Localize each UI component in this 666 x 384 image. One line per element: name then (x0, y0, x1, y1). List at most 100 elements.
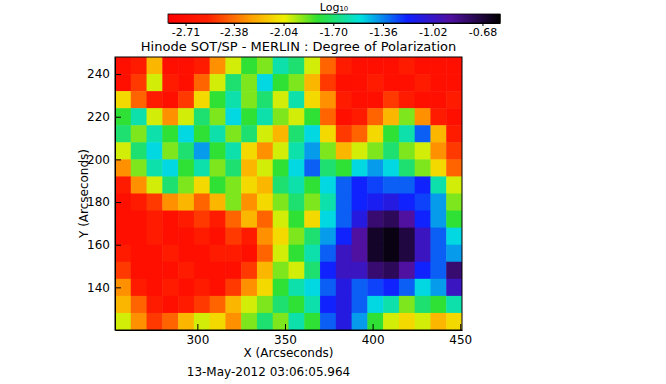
heat-cell (131, 91, 147, 109)
heat-cell (320, 245, 336, 263)
heat-cell (320, 279, 336, 297)
heat-cell (304, 211, 320, 229)
heat-cell (273, 228, 289, 246)
heat-cell (178, 279, 194, 297)
heat-cell (131, 125, 147, 143)
heat-cell (352, 74, 368, 92)
heat-cell (273, 159, 289, 177)
heat-cell (289, 74, 305, 92)
heat-cell (115, 296, 131, 314)
heat-cell (257, 262, 273, 280)
heat-cell (225, 125, 241, 143)
heat-cell (257, 159, 273, 177)
axis-line (115, 58, 116, 331)
heat-cell (178, 176, 194, 194)
heat-cell (241, 296, 257, 314)
tick-label: -0.68 (469, 26, 497, 39)
heat-cell (162, 74, 178, 92)
heat-cell (210, 245, 226, 263)
heat-cell (115, 262, 131, 280)
heat-cell (352, 159, 368, 177)
heat-cell (210, 313, 226, 330)
heat-cell (178, 108, 194, 126)
heat-cell (383, 125, 399, 143)
heat-cell (415, 91, 431, 109)
heat-cell (304, 176, 320, 194)
heat-cell (352, 262, 368, 280)
heat-cell (446, 262, 462, 280)
heat-cell (367, 91, 383, 109)
heat-cell (147, 313, 163, 330)
heat-cell (320, 194, 336, 212)
heat-cell (446, 159, 462, 177)
heat-cell (225, 228, 241, 246)
heat-cell (194, 211, 210, 229)
heat-cell (336, 194, 352, 212)
heat-cell (430, 245, 446, 263)
heat-cell (399, 262, 415, 280)
heat-cell (131, 245, 147, 263)
heat-cell (304, 91, 320, 109)
heat-cell (320, 296, 336, 314)
heat-cell (147, 245, 163, 263)
heat-cell (367, 313, 383, 330)
cells (115, 57, 462, 330)
heat-cell (273, 176, 289, 194)
heat-cell (446, 296, 462, 314)
y-axis: 140160180200220240 (87, 58, 121, 331)
heat-cell (162, 194, 178, 212)
heat-cell (383, 228, 399, 246)
heat-cell (430, 91, 446, 109)
plot-frame (115, 57, 462, 330)
heat-cell (383, 262, 399, 280)
heat-cell (225, 279, 241, 297)
heat-cell (383, 57, 399, 75)
heat-cell (352, 211, 368, 229)
heat-cell (399, 176, 415, 194)
heat-cell (367, 142, 383, 160)
heat-cell (131, 313, 147, 330)
heat-cell (178, 159, 194, 177)
heat-cell (399, 194, 415, 212)
heat-cell (178, 211, 194, 229)
heat-cell (289, 91, 305, 109)
heat-cell (162, 57, 178, 75)
heat-cell (352, 176, 368, 194)
tick-label: 300 (186, 333, 209, 347)
heat-cell (367, 228, 383, 246)
heat-cell (210, 176, 226, 194)
tick-mark (115, 245, 121, 246)
heat-cell (336, 159, 352, 177)
heat-cell (320, 228, 336, 246)
heat-cell (194, 108, 210, 126)
heat-cell (289, 228, 305, 246)
heat-cell (430, 108, 446, 126)
heat-cell (289, 211, 305, 229)
heat-cell (273, 91, 289, 109)
heat-cell (383, 279, 399, 297)
heat-cell (352, 194, 368, 212)
heat-cell (162, 228, 178, 246)
heat-cell (320, 159, 336, 177)
heat-cell (115, 125, 131, 143)
heat-cell (257, 211, 273, 229)
heat-cell (352, 279, 368, 297)
tick-label: -2.38 (220, 26, 248, 39)
heat-cell (178, 245, 194, 263)
axis-line (116, 330, 463, 331)
heat-cell (367, 57, 383, 75)
heat-cell (352, 57, 368, 75)
heat-cell (225, 57, 241, 75)
heat-cell (273, 142, 289, 160)
heat-cell (273, 245, 289, 263)
heat-cell (446, 125, 462, 143)
heat-cell (162, 279, 178, 297)
heat-cell (178, 262, 194, 280)
heat-cell (336, 296, 352, 314)
title: Hinode SOT/SP - MERLIN : Degree of Polar… (141, 39, 456, 54)
tick-mark (285, 324, 286, 330)
tick-mark (115, 287, 121, 288)
heat-cell (241, 194, 257, 212)
heat-cell (383, 74, 399, 92)
heat-cell (289, 262, 305, 280)
